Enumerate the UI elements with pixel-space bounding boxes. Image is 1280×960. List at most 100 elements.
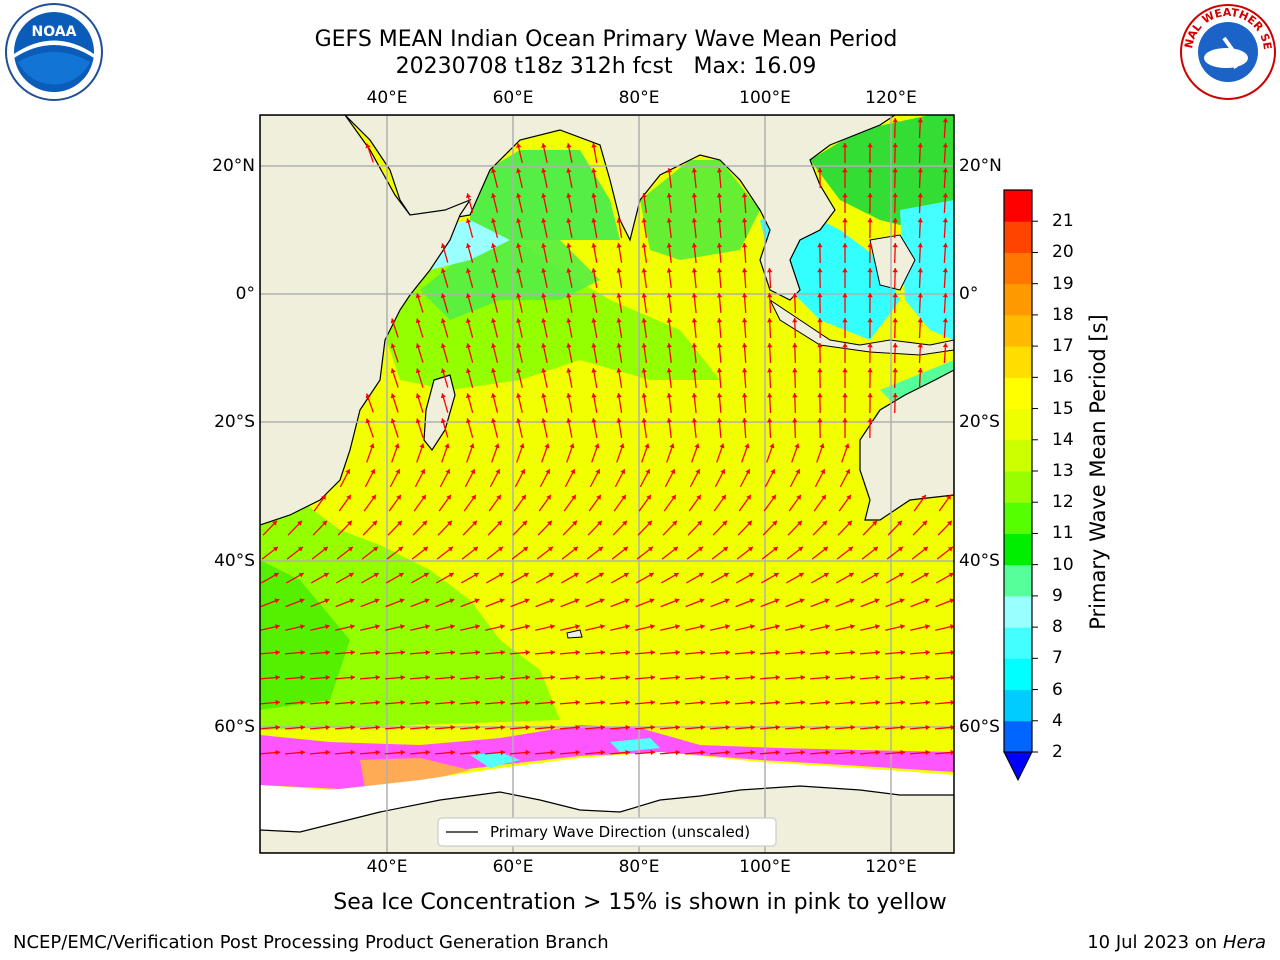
- wave-arrow-head: [649, 598, 655, 604]
- wave-arrow-head: [425, 674, 430, 681]
- wave-arrow-head: [867, 393, 873, 398]
- colorbar-segment: [1004, 283, 1032, 316]
- wave-arrow-head: [948, 572, 954, 578]
- wave-arrow-head: [600, 749, 605, 756]
- wave-arrow-head: [675, 699, 680, 706]
- wave-arrow-head: [917, 343, 923, 348]
- wave-arrow-head: [375, 674, 380, 681]
- wave-arrow-head: [950, 749, 954, 756]
- colorbar-tick-label: 20: [1052, 242, 1074, 263]
- wave-arrow-head: [947, 520, 952, 526]
- wave-arrow-head: [516, 318, 522, 323]
- wave-arrow-head: [825, 624, 830, 630]
- colorbar: [1003, 189, 1038, 782]
- wave-arrow-head: [641, 193, 647, 198]
- wave-arrow-head: [691, 293, 698, 298]
- wave-arrow-head: [598, 572, 604, 578]
- wave-arrow-head: [465, 243, 472, 249]
- wave-arrow-head: [274, 598, 280, 604]
- wave-arrow-head: [725, 699, 730, 706]
- wave-arrow-head: [875, 649, 880, 656]
- wave-arrow-head: [622, 520, 627, 526]
- wave-arrow-head: [792, 368, 798, 373]
- wave-arrow-head: [516, 218, 522, 223]
- wave-arrow-head: [541, 318, 547, 323]
- wave-arrow-head: [875, 674, 880, 681]
- land-australia: [859, 369, 954, 521]
- wave-arrow-head: [275, 724, 280, 731]
- wave-arrow-head: [767, 368, 773, 373]
- wave-arrow-head: [873, 572, 879, 578]
- wave-arrow-head: [698, 572, 704, 578]
- wave-arrow-head: [942, 218, 949, 223]
- wave-arrow-head: [670, 469, 676, 475]
- wave-arrow-head: [421, 494, 426, 500]
- wave-arrow-head: [500, 649, 505, 656]
- wave-arrow-head: [817, 168, 823, 173]
- wave-arrow-head: [917, 268, 923, 273]
- wave-arrow-head: [616, 393, 622, 398]
- wave-arrow-head: [516, 143, 522, 148]
- wave-arrow-head: [675, 749, 680, 756]
- colorbar-tick-label: 10: [1052, 554, 1074, 575]
- wave-arrow-head: [666, 243, 672, 248]
- wave-arrow-head: [516, 193, 522, 198]
- wave-arrow-head: [747, 546, 753, 552]
- wave-arrow-head: [447, 546, 453, 552]
- wave-arrow-head: [566, 318, 572, 323]
- wave-arrow-head: [917, 243, 923, 248]
- wave-arrow-head: [700, 624, 705, 630]
- wave-arrow-head: [596, 494, 601, 500]
- wave-arrow-head: [541, 168, 547, 173]
- colorbar-under-triangle: [1003, 751, 1033, 782]
- wave-arrow-head: [325, 649, 330, 656]
- wave-arrow-head: [842, 368, 848, 373]
- wave-arrow-head: [425, 724, 430, 731]
- wave-arrow-head: [716, 318, 723, 323]
- wave-arrow-head: [450, 699, 455, 706]
- wave-arrow-head: [450, 624, 455, 630]
- wave-arrow-head: [465, 318, 472, 324]
- wave-arrow-head: [625, 699, 630, 706]
- wave-arrow-head: [817, 268, 823, 273]
- plot-title-line2: 20230708 t18z 312h fcst Max: 16.09: [395, 54, 817, 79]
- wave-arrow-head: [525, 649, 530, 656]
- colorbar-tick-label: 14: [1052, 429, 1074, 450]
- wave-arrow-head: [375, 649, 380, 656]
- colorbar-tick-label: 9: [1052, 585, 1063, 606]
- wave-arrow-head: [722, 520, 727, 526]
- wave-arrow-head: [845, 469, 851, 475]
- wave-arrow-head: [616, 243, 622, 248]
- colorbar-tick-label: 8: [1052, 617, 1063, 638]
- wave-arrow-head: [673, 572, 679, 578]
- wave-arrow-head: [824, 598, 830, 604]
- wave-arrow-head: [450, 749, 455, 756]
- wave-arrow-head: [741, 243, 748, 248]
- wave-arrow-head: [800, 674, 805, 681]
- wave-arrow-head: [575, 724, 580, 731]
- wave-arrow-head: [523, 572, 529, 578]
- wave-arrow-head: [850, 724, 855, 731]
- wave-arrow-head: [440, 343, 446, 349]
- lon-tick-bottom-120e: 120°E: [865, 857, 917, 877]
- wave-arrow-head: [394, 443, 400, 449]
- wave-arrow-head: [399, 598, 405, 604]
- wave-arrow-head: [800, 749, 805, 756]
- wave-arrow-head: [300, 674, 305, 681]
- wave-arrow-head: [672, 520, 677, 526]
- wave-arrow-head: [842, 168, 848, 173]
- wave-arrow-head: [925, 624, 930, 630]
- wave-arrow-head: [516, 393, 522, 398]
- wave-arrow-head: [490, 318, 497, 324]
- wave-arrow-head: [767, 418, 773, 423]
- wave-arrow-head: [422, 520, 427, 526]
- wave-arrow-head: [575, 749, 580, 756]
- wave-arrow-head: [847, 520, 852, 526]
- wave-arrow-head: [325, 724, 330, 731]
- wave-arrow-head: [550, 624, 555, 630]
- wave-arrow-head: [297, 546, 303, 552]
- colorbar-segment: [1004, 439, 1032, 472]
- wave-arrow-head: [675, 674, 680, 681]
- wave-arrow-head: [800, 624, 805, 630]
- wave-arrow-head: [619, 443, 625, 449]
